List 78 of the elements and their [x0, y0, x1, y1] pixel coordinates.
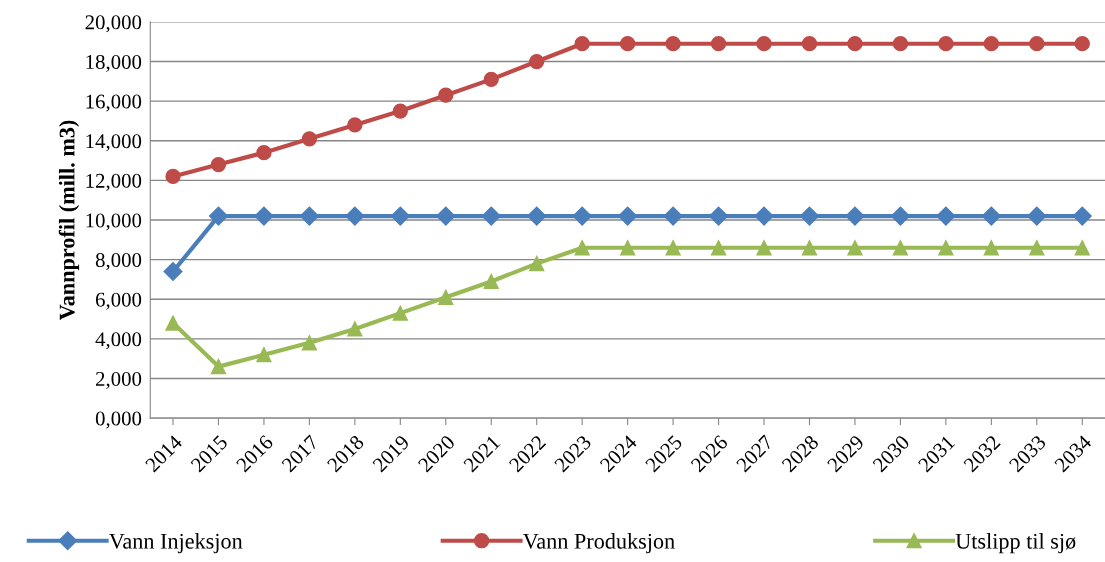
point	[483, 273, 499, 290]
point	[481, 206, 501, 226]
point	[618, 206, 638, 226]
y-tick-label: 0,000	[95, 411, 142, 429]
y-tick-label: 6,000	[95, 292, 142, 310]
point	[983, 36, 999, 52]
point	[254, 206, 274, 226]
point	[529, 53, 545, 70]
legend-label: Utslipp til sjø	[955, 533, 1076, 554]
point	[163, 261, 183, 282]
point	[438, 289, 454, 305]
y-tick-label: 2,000	[95, 371, 142, 389]
point	[208, 206, 229, 226]
point	[981, 206, 1001, 226]
point	[392, 103, 408, 119]
point	[663, 206, 683, 226]
point	[1027, 206, 1047, 226]
point	[799, 206, 820, 226]
point	[436, 206, 456, 226]
point	[756, 240, 772, 256]
point	[390, 206, 410, 226]
point	[709, 206, 729, 226]
y-tick-label: 18,000	[86, 54, 142, 72]
point	[345, 206, 365, 226]
point	[847, 240, 863, 256]
point	[299, 206, 319, 226]
point	[801, 36, 818, 52]
point	[938, 36, 954, 52]
point	[347, 321, 363, 337]
point	[210, 358, 227, 375]
point	[890, 206, 910, 226]
legend-label: Vann Produksjon	[522, 533, 675, 554]
point	[301, 335, 318, 351]
y-tick-label: 20,000	[85, 15, 142, 33]
y-axis-title: Vannprofil (mill. m3)	[58, 120, 80, 321]
point	[1072, 206, 1092, 226]
y-tick-label: 8,000	[95, 253, 142, 271]
legend-label: Vann Injeksjon	[109, 533, 243, 554]
point	[574, 36, 590, 52]
point	[256, 145, 272, 161]
point	[1029, 240, 1045, 256]
point	[527, 206, 547, 226]
point	[756, 36, 772, 52]
point	[936, 206, 956, 226]
point	[620, 36, 636, 52]
point	[347, 117, 363, 133]
point	[483, 71, 499, 88]
point	[754, 206, 774, 226]
point	[301, 131, 318, 147]
point	[665, 240, 681, 256]
point	[1074, 36, 1090, 52]
y-tick-label: 12,000	[86, 173, 142, 191]
y-tick-label: 4,000	[95, 332, 142, 350]
y-tick-label: 16,000	[86, 94, 142, 112]
point	[620, 240, 636, 256]
point	[938, 240, 954, 256]
point	[1029, 36, 1045, 52]
point	[983, 240, 999, 256]
point	[438, 87, 454, 103]
point	[165, 315, 181, 331]
point	[210, 156, 227, 173]
point	[572, 206, 592, 226]
point	[710, 240, 727, 256]
point	[892, 36, 909, 52]
point	[574, 240, 590, 256]
point	[710, 36, 727, 52]
point	[801, 240, 818, 256]
y-tick-label: 10,000	[86, 213, 142, 231]
point	[392, 305, 408, 321]
point	[847, 36, 863, 52]
point	[529, 255, 545, 272]
point	[665, 36, 681, 52]
point	[1074, 240, 1090, 256]
point	[845, 206, 865, 226]
point	[256, 347, 272, 363]
point	[892, 240, 909, 256]
point	[165, 168, 181, 185]
y-tick-label: 14,000	[86, 134, 142, 152]
